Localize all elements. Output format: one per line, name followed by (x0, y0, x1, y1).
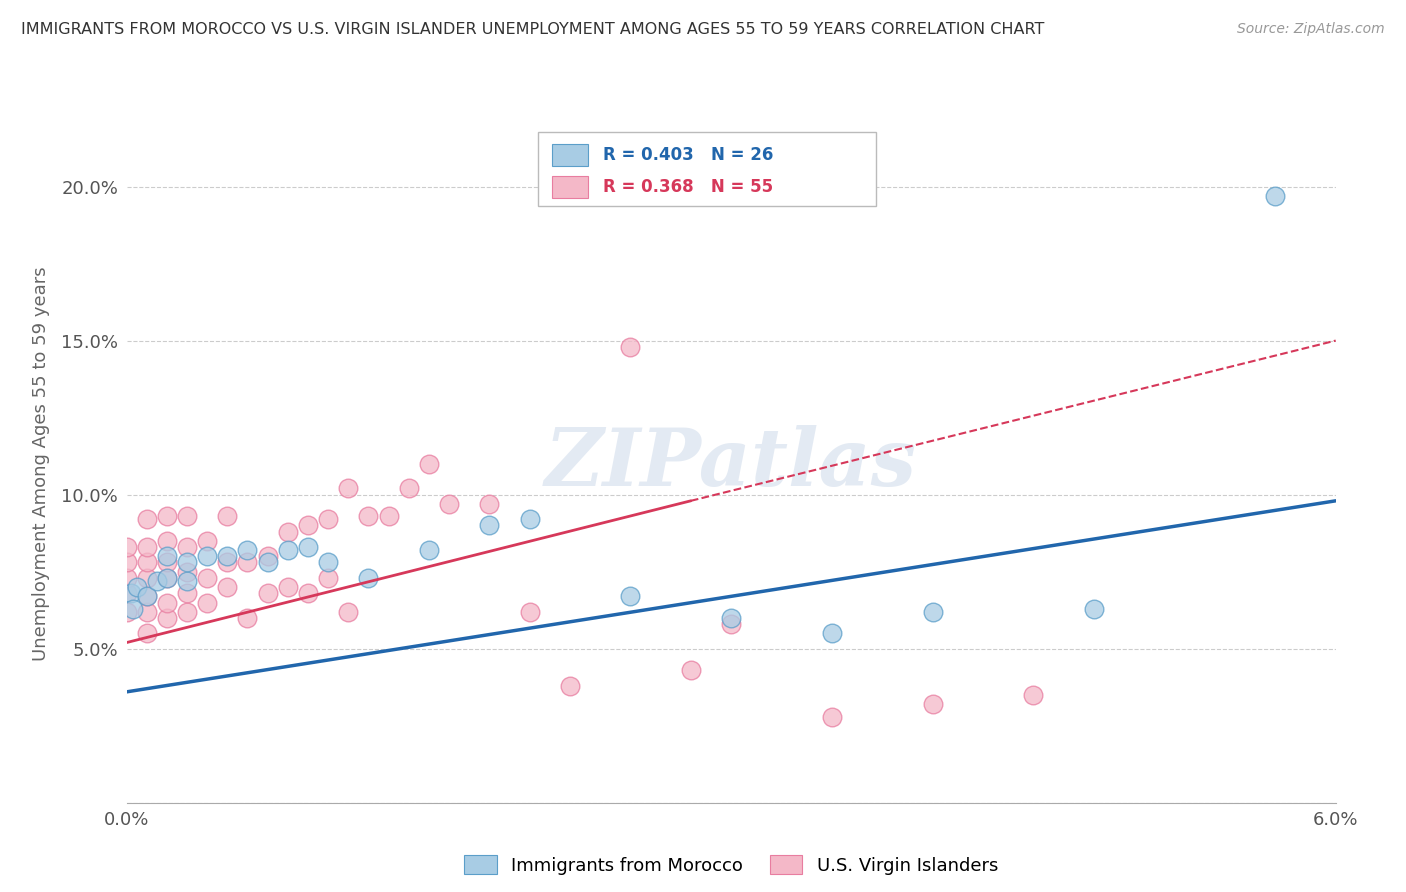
Point (619, 340, 641, 354)
Point (217, 556, 239, 570)
Point (437, 497, 460, 511)
Point (236, 556, 259, 570)
Point (156, 549, 179, 564)
Point (115, 605, 138, 619)
Text: IMMIGRANTS FROM MOROCCO VS U.S. VIRGIN ISLANDER UNEMPLOYMENT AMONG AGES 55 TO 59: IMMIGRANTS FROM MOROCCO VS U.S. VIRGIN I… (21, 22, 1045, 37)
Point (357, 571, 380, 585)
FancyBboxPatch shape (537, 132, 876, 206)
Point (337, 605, 360, 619)
Point (316, 556, 339, 570)
Point (156, 556, 179, 570)
Text: R = 0.368   N = 55: R = 0.368 N = 55 (603, 178, 773, 196)
Point (115, 556, 138, 570)
Point (156, 571, 179, 585)
Bar (553, 176, 589, 198)
Text: Source: ZipAtlas.com: Source: ZipAtlas.com (1237, 22, 1385, 37)
Point (277, 524, 299, 539)
Point (135, 590, 157, 604)
Point (195, 549, 218, 564)
Point (316, 571, 339, 585)
Point (156, 611, 179, 625)
Point (921, 605, 943, 619)
Point (195, 595, 218, 609)
Point (176, 586, 198, 600)
Point (256, 586, 278, 600)
Point (115, 540, 138, 554)
Point (821, 709, 844, 723)
Point (398, 482, 420, 496)
Point (195, 533, 218, 548)
Point (176, 605, 198, 619)
Point (256, 556, 278, 570)
Point (115, 586, 138, 600)
Point (1083, 601, 1105, 615)
Point (519, 512, 541, 526)
Bar (553, 144, 589, 166)
Point (176, 540, 198, 554)
Point (135, 626, 157, 640)
Point (156, 509, 179, 524)
Point (619, 590, 641, 604)
Point (478, 497, 501, 511)
Point (418, 457, 440, 471)
Point (1022, 688, 1045, 702)
Point (125, 580, 148, 594)
Point (176, 556, 198, 570)
Point (176, 574, 198, 588)
Point (256, 549, 278, 564)
Point (377, 509, 399, 524)
Point (821, 626, 844, 640)
Point (297, 540, 319, 554)
Point (236, 611, 259, 625)
Point (115, 571, 138, 585)
Point (297, 518, 319, 533)
Point (156, 595, 179, 609)
Point (135, 605, 157, 619)
Point (146, 574, 169, 588)
Point (156, 533, 179, 548)
Point (720, 617, 742, 632)
Point (720, 611, 742, 625)
Y-axis label: Unemployment Among Ages 55 to 59 years: Unemployment Among Ages 55 to 59 years (32, 267, 51, 661)
Legend: Immigrants from Morocco, U.S. Virgin Islanders: Immigrants from Morocco, U.S. Virgin Isl… (457, 848, 1005, 882)
Point (357, 509, 380, 524)
Point (277, 543, 299, 558)
Point (418, 543, 440, 558)
Point (679, 663, 702, 677)
Point (195, 571, 218, 585)
Point (120, 586, 142, 600)
Point (217, 580, 239, 594)
Point (217, 509, 239, 524)
Point (337, 482, 360, 496)
Point (156, 571, 179, 585)
Point (135, 540, 157, 554)
Point (135, 556, 157, 570)
Point (277, 580, 299, 594)
Point (921, 697, 943, 711)
Point (121, 601, 143, 615)
Point (236, 543, 259, 558)
Point (217, 549, 239, 564)
Point (135, 512, 157, 526)
Text: R = 0.403   N = 26: R = 0.403 N = 26 (603, 146, 773, 164)
Point (1264, 188, 1286, 202)
Point (176, 509, 198, 524)
Point (478, 518, 501, 533)
Point (558, 679, 581, 693)
Point (176, 565, 198, 579)
Point (519, 605, 541, 619)
Point (135, 590, 157, 604)
Point (135, 571, 157, 585)
Point (297, 586, 319, 600)
Point (316, 512, 339, 526)
Text: ZIPatlas: ZIPatlas (546, 425, 917, 502)
